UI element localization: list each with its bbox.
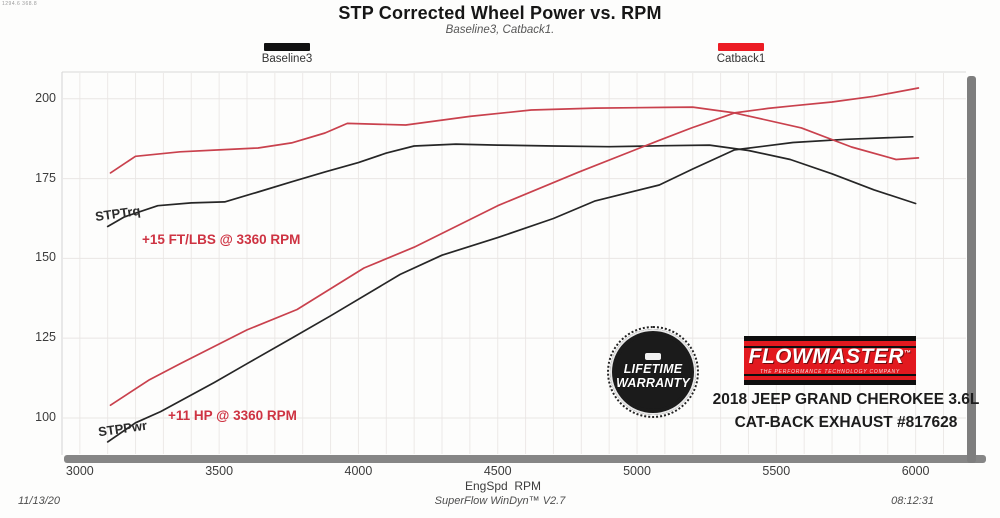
chart-subtitle: Baseline3, Catback1. xyxy=(445,24,555,36)
x-tick-label: 5000 xyxy=(623,464,651,478)
y-tick-label: 125 xyxy=(35,330,56,345)
logo-stripe xyxy=(744,346,916,348)
report-date: 11/13/20 xyxy=(18,495,61,507)
x-axis-label: EngSpd RPM xyxy=(464,479,542,493)
legend-label: Baseline3 xyxy=(261,53,313,65)
badge-text-line1: LIFETIME xyxy=(623,362,683,377)
legend-label: Catback1 xyxy=(716,53,766,65)
badge-emblem-icon xyxy=(645,353,661,361)
lifetime-warranty-badge: LIFETIME WARRANTY xyxy=(607,326,699,418)
logo-stripe xyxy=(744,374,916,376)
x-tick-label: 5500 xyxy=(762,464,791,478)
x-tick-label: 4000 xyxy=(344,464,373,478)
curve-baseline3-stppwr xyxy=(106,135,914,443)
vehicle-line1: 2018 JEEP GRAND CHEROKEE 3.6L xyxy=(712,391,980,408)
x-tick-label: 3500 xyxy=(205,464,234,478)
curve-catback1-stppwr xyxy=(109,87,920,407)
y-tick-label: 100 xyxy=(35,409,56,424)
logo-tagline: THE PERFORMANCE TECHNOLOGY COMPANY xyxy=(759,369,901,375)
legend-item-catback1: Catback1 xyxy=(696,43,786,65)
y-tick-label: 150 xyxy=(35,250,56,265)
power-gain-annotation: +11 HP @ 3360 RPM xyxy=(168,408,297,423)
x-tick-label: 6000 xyxy=(901,464,930,478)
y-tick-label: 175 xyxy=(35,170,56,185)
x-axis-bar xyxy=(64,455,986,463)
flowmaster-logo: FLOWMASTER™ THE PERFORMANCE TECHNOLOGY C… xyxy=(744,336,916,385)
baseline3-color-swatch xyxy=(264,43,310,51)
x-tick-label: 4500 xyxy=(483,464,512,478)
chart-title: STP Corrected Wheel Power vs. RPM xyxy=(338,3,662,23)
vehicle-info: 2018 JEEP GRAND CHEROKEE 3.6L CAT-BACK E… xyxy=(690,388,1000,434)
x-tick-label: 3000 xyxy=(65,464,94,478)
logo-wordmark: FLOWMASTER™ xyxy=(748,345,912,368)
catback1-color-swatch xyxy=(718,43,764,51)
y-tick-label: 200 xyxy=(35,90,56,105)
corner-readout: 1294.6 368.8 xyxy=(2,1,38,7)
report-time: 08:12:31 xyxy=(891,495,934,507)
curve-baseline3-stptrq xyxy=(106,143,917,228)
torque-gain-annotation: +15 FT/LBS @ 3360 RPM xyxy=(142,232,301,247)
right-axis-bar xyxy=(967,76,976,463)
vehicle-line2: CAT-BACK EXHAUST #817628 xyxy=(734,414,958,431)
curve-catback1-stptrq xyxy=(109,106,920,174)
badge-text-line2: WARRANTY xyxy=(616,376,690,390)
legend-item-baseline3: Baseline3 xyxy=(242,43,332,65)
software-version: SuperFlow WinDyn™ V2.7 xyxy=(434,495,566,507)
